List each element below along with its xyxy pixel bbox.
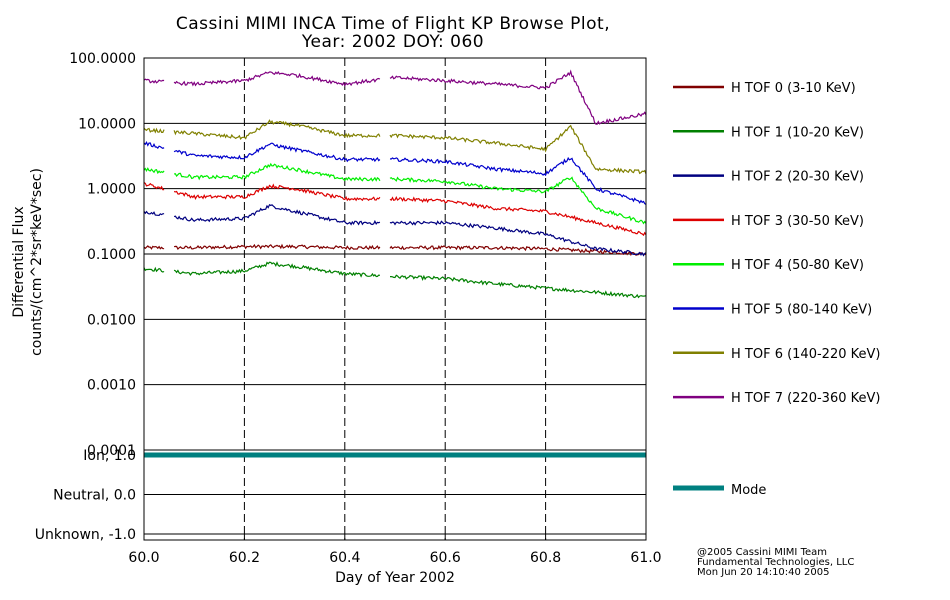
chart-title: Cassini MIMI INCA Time of Flight KP Brow… [176, 14, 610, 34]
mode-axis-ticks: Ion, 1.0 Neutral, 0.0 Unknown, -1.0 [35, 448, 136, 543]
credits: @2005 Cassini MIMI Team Fundamental Tech… [697, 547, 854, 578]
legend-entry: H TOF 2 (20-30 KeV) [731, 170, 864, 185]
y-tick-label: 0.0001 [87, 443, 136, 459]
legend-entry: H TOF 1 (10-20 KeV) [731, 125, 864, 140]
mode-tick-label: Unknown, -1.0 [35, 527, 136, 543]
legend-entry: H TOF 5 (80-140 KeV) [731, 303, 872, 318]
y-tick-label: 0.0010 [87, 378, 136, 394]
mode-tick-label: Neutral, 0.0 [53, 488, 136, 504]
x-tick-label: 60.6 [430, 550, 461, 566]
series-line-tof-5 [143, 140, 647, 205]
x-axis-label: Day of Year 2002 [335, 570, 455, 586]
legend-entry: H TOF 4 (50-80 KeV) [731, 258, 864, 273]
credit-line-1: @2005 Cassini MIMI Team [697, 547, 827, 558]
day-markers [243, 58, 547, 540]
series-line-tof-3 [143, 182, 647, 237]
series-layer [143, 69, 647, 458]
legend-entry: H TOF 0 (3-10 KeV) [731, 81, 856, 96]
y-tick-label: 1.0000 [87, 182, 136, 198]
legend-entry-mode: Mode [731, 483, 766, 498]
mode-tick-label: Ion, 1.0 [83, 448, 136, 464]
grid [144, 57, 646, 535]
series-line-tof-1 [143, 261, 647, 299]
x-tick-label: 60.4 [329, 550, 360, 566]
y-axis-ticks: 100.0000 10.0000 1.0000 0.1000 0.0100 0.0010 0… [69, 51, 136, 459]
x-tick-label: 60.8 [530, 550, 561, 566]
legend-entry: H TOF 7 (220-360 KeV) [731, 391, 880, 406]
legend-entry: H TOF 6 (140-220 KeV) [731, 347, 880, 362]
mode-panel-frame [143, 449, 647, 541]
x-tick-label: 61.0 [630, 550, 661, 566]
x-axis-ticks: 60.0 60.2 60.4 60.6 60.8 61.0 [128, 534, 662, 566]
series-line-tof-7 [143, 69, 647, 125]
chart-subtitle: Year: 2002 DOY: 060 [301, 32, 484, 52]
x-tick-label: 60.0 [128, 550, 159, 566]
plot-frames [143, 57, 647, 541]
y-axis-label-line2: counts/(cm^2*sr*keV*sec) [29, 168, 45, 356]
y-tick-label: 0.0100 [87, 312, 136, 328]
x-tick-label: 60.2 [229, 550, 260, 566]
legend-entry: H TOF 3 (30-50 KeV) [731, 214, 864, 229]
y-axis-label-line1: Differential Flux [11, 206, 27, 317]
credit-line-3: Mon Jun 20 14:10:40 2005 [697, 567, 830, 578]
y-tick-label: 10.0000 [78, 116, 136, 132]
series-line-tof-0 [143, 243, 647, 257]
series-line-tof-6 [143, 119, 647, 175]
series-line-tof-2 [143, 204, 647, 257]
y-tick-label: 100.0000 [69, 51, 136, 67]
legend: H TOF 0 (3-10 KeV) H TOF 1 (10-20 KeV) H T… [673, 81, 880, 498]
credit-line-2: Fundamental Technologies, LLC [697, 557, 854, 568]
y-tick-label: 0.1000 [87, 247, 136, 263]
series-line-tof-4 [143, 162, 647, 225]
